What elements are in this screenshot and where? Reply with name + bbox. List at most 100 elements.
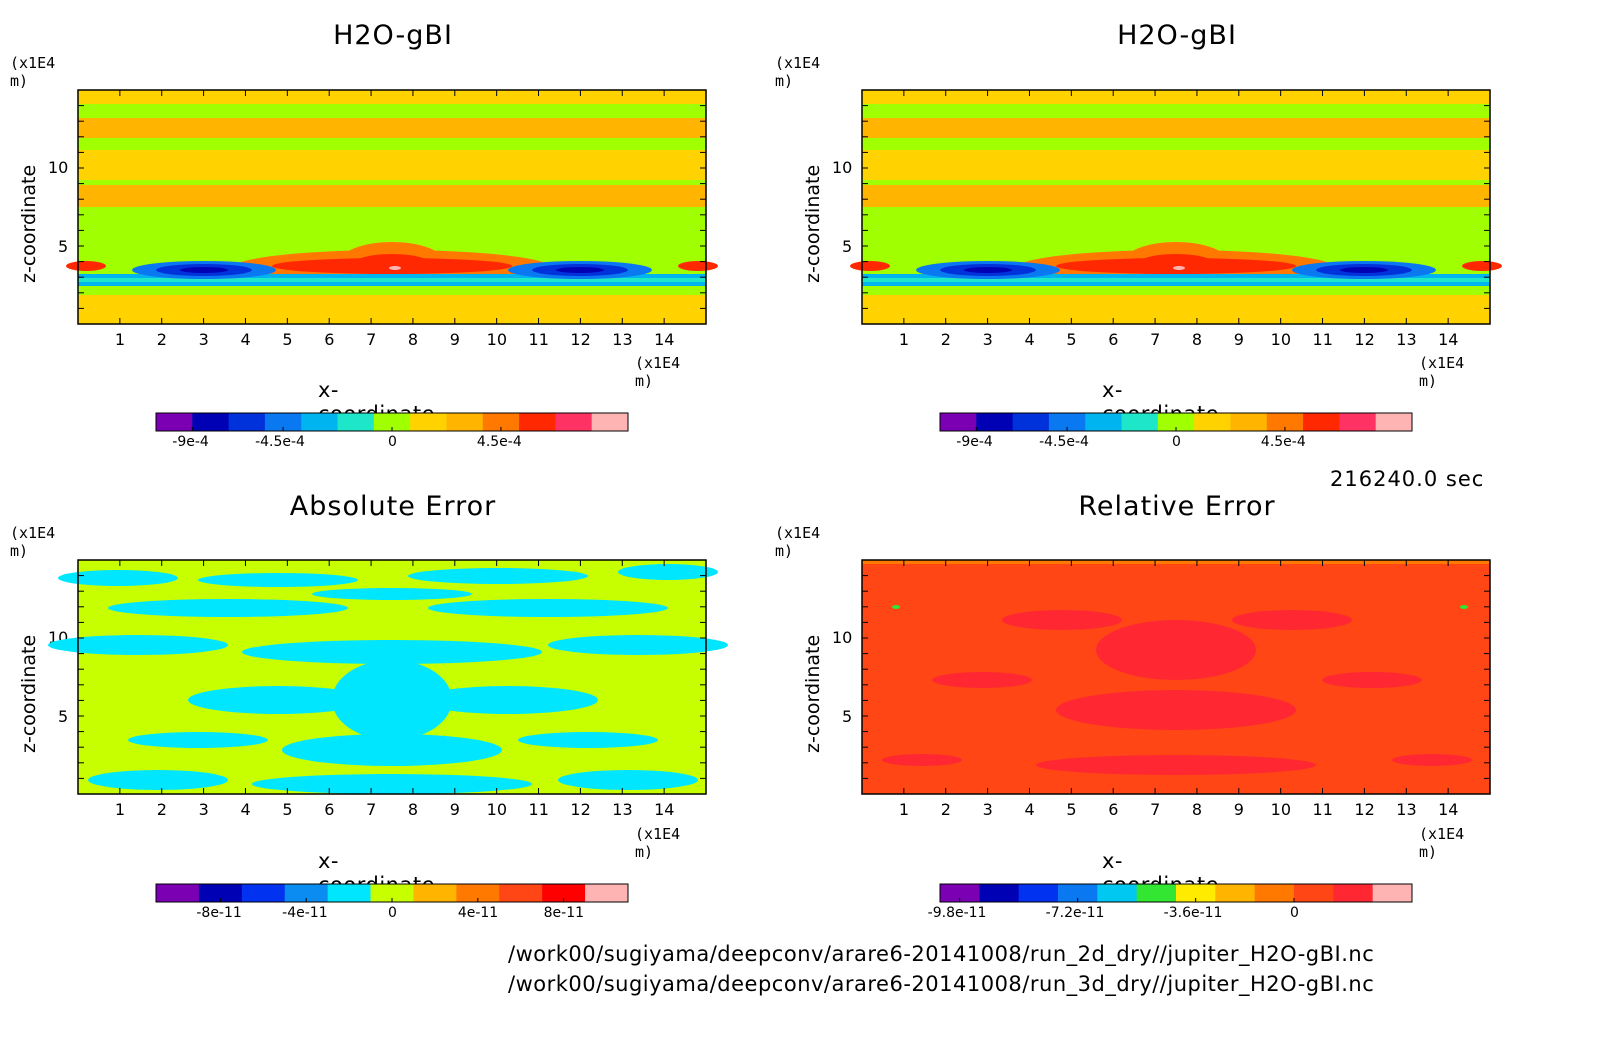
x-tick-label: 9	[449, 330, 460, 349]
colorbar-swatch	[976, 413, 1014, 431]
heatmap-plot	[861, 559, 1491, 795]
x-tick-label: 11	[1312, 330, 1333, 349]
heatmap-plot	[48, 559, 728, 795]
field-feature	[332, 660, 452, 740]
colorbar-swatch	[585, 884, 629, 902]
field-feature	[88, 770, 228, 790]
field-band	[78, 295, 706, 324]
x-tick-label: 7	[366, 330, 377, 349]
field-feature	[66, 261, 106, 271]
field-band	[78, 150, 706, 180]
x-tick-label: 11	[1312, 800, 1333, 819]
field-band	[862, 295, 1490, 324]
x-tick-label: 1	[898, 330, 910, 349]
colorbar-swatch	[979, 884, 1020, 902]
x-tick-label: 8	[1191, 800, 1203, 819]
colorbar-label: -9e-4	[172, 434, 209, 450]
field-feature	[418, 686, 598, 714]
panel-title: H2O-gBI	[1117, 20, 1237, 51]
colorbar	[939, 883, 1413, 903]
colorbar-swatch	[1294, 884, 1334, 902]
field-feature	[1462, 261, 1502, 271]
x-tick-label: 5	[1066, 330, 1077, 349]
time-label: 216240.0 sec	[1330, 467, 1485, 491]
colorbar-label: -4e-11	[282, 905, 328, 921]
field-feature	[188, 686, 368, 714]
colorbar-swatch	[264, 413, 302, 431]
y-tick: 5	[58, 707, 69, 726]
x-tick-label: 10	[1270, 800, 1292, 819]
field-feature	[1056, 690, 1296, 730]
field-feature	[242, 640, 542, 664]
x-tick-label: 13	[1396, 330, 1417, 349]
field-feature	[932, 672, 1032, 688]
colorbar-swatch	[542, 884, 586, 902]
field-band	[862, 560, 1490, 564]
field-feature	[282, 734, 502, 766]
colorbar-swatch	[591, 413, 629, 431]
colorbar-label: 4e-11	[457, 905, 499, 921]
plot-frame	[861, 559, 1491, 795]
x-tick-label: 3	[982, 800, 993, 819]
colorbar-swatch	[940, 413, 977, 431]
x-tick-label: 2	[156, 330, 167, 349]
panel-title: H2O-gBI	[333, 20, 453, 51]
heatmap-plot	[850, 89, 1502, 325]
x-tick-label: 12	[570, 330, 591, 349]
colorbar-swatch	[1012, 413, 1050, 431]
colorbar-swatch	[327, 884, 372, 902]
x-tick-label: 9	[1233, 800, 1244, 819]
field-feature	[556, 267, 604, 273]
colorbar-swatch	[499, 884, 543, 902]
field-band	[78, 278, 706, 282]
colorbar-swatch	[1121, 413, 1159, 431]
colorbar-label: -9.8e-11	[927, 905, 987, 921]
y-unit-label: (x1E4 m)	[775, 54, 821, 90]
colorbar-swatch	[1048, 413, 1086, 431]
panel-title: Absolute Error	[289, 491, 497, 522]
field-feature	[408, 568, 588, 584]
x-tick-label: 3	[198, 330, 209, 349]
colorbar-swatch	[555, 413, 593, 431]
y-tick: 10	[832, 628, 853, 647]
colorbar-swatch	[1085, 413, 1123, 431]
field-band	[78, 118, 706, 138]
field-feature	[48, 635, 228, 655]
colorbar-swatch	[1097, 884, 1138, 902]
colorbar-swatch	[446, 413, 484, 431]
x-tick-label: 5	[282, 330, 293, 349]
colorbar-swatch	[241, 884, 286, 902]
colorbar-swatch	[156, 413, 193, 431]
colorbar-label: 8e-11	[543, 905, 585, 921]
x-tick-label: 2	[940, 800, 951, 819]
field-feature	[354, 254, 430, 274]
x-tick-label: 12	[570, 800, 591, 819]
file-path-2: /work00/sugiyama/deepconv/arare6-2014100…	[508, 972, 1375, 996]
field-feature	[1340, 267, 1388, 273]
colorbar-swatch	[1176, 884, 1216, 902]
x-tick-label: 7	[1150, 330, 1161, 349]
x-tick-label: 7	[1150, 800, 1161, 819]
y-axis-label: z-coordinate	[802, 164, 824, 283]
x-tick-label: 4	[240, 330, 251, 349]
field-feature	[58, 570, 178, 586]
x-tick-label: 4	[240, 800, 251, 819]
field-band	[862, 90, 1490, 104]
colorbar-swatch	[337, 413, 375, 431]
colorbar-swatch	[410, 413, 447, 431]
y-unit-label: (x1E4 m)	[775, 524, 821, 560]
field-feature	[1460, 605, 1468, 609]
colorbar-swatch	[373, 413, 411, 431]
y-tick: 5	[842, 237, 853, 256]
field-band	[862, 278, 1490, 282]
x-tick-label: 11	[528, 330, 549, 349]
heatmap-plot	[66, 89, 718, 325]
x-tick-label: 10	[486, 800, 508, 819]
field-feature	[108, 599, 348, 617]
colorbar-swatch	[519, 413, 556, 431]
x-tick-label: 6	[324, 330, 335, 349]
y-unit-label: (x1E4 m)	[10, 524, 56, 560]
x-tick-label: 12	[1354, 800, 1375, 819]
field-feature	[1392, 754, 1472, 766]
y-tick: 10	[48, 158, 69, 177]
